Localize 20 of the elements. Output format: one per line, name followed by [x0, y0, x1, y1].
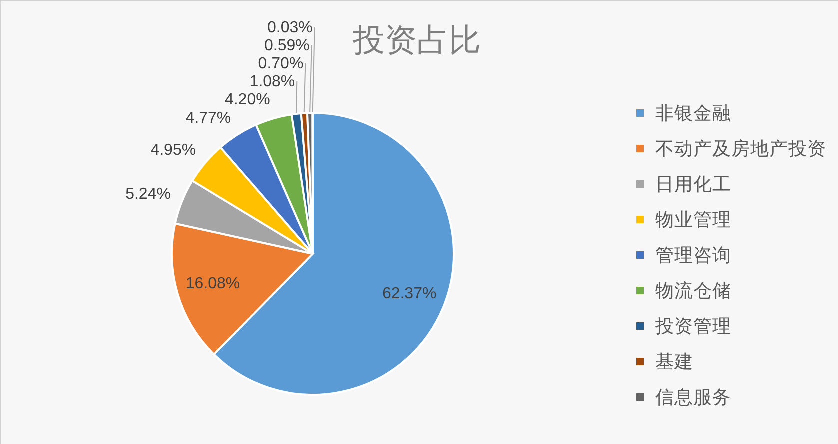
data-label: 16.08% — [186, 276, 240, 293]
legend-label: 物流仓储 — [656, 280, 732, 301]
data-label: 1.08% — [250, 73, 296, 90]
legend-label: 非银金融 — [656, 102, 732, 124]
chart-title: 投资占比 — [352, 22, 481, 58]
legend-label: 日用化工 — [656, 173, 732, 194]
legend-label: 信息服务 — [656, 386, 732, 408]
data-label: 4.20% — [224, 91, 270, 108]
data-label: 5.24% — [126, 186, 171, 204]
legend-label: 物业管理 — [656, 208, 732, 230]
data-label: 4.77% — [186, 110, 232, 127]
legend-label: 管理咨询 — [656, 244, 732, 266]
legend-label: 不动产及房地产投资 — [656, 138, 826, 159]
data-label: 0.03% — [267, 19, 313, 36]
legend-label: 投资管理 — [654, 315, 732, 336]
data-label: 0.59% — [264, 37, 310, 54]
data-label: 4.95% — [150, 142, 196, 160]
data-label: 0.70% — [258, 55, 304, 72]
data-label: 62.37% — [382, 286, 437, 303]
legend-label: 基建 — [656, 350, 694, 372]
